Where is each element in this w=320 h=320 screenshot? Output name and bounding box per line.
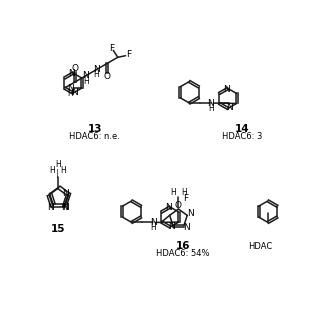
Text: N: N <box>71 88 78 97</box>
Text: O: O <box>72 64 79 73</box>
Text: |: | <box>56 169 59 179</box>
Text: N: N <box>61 203 68 212</box>
Text: 15: 15 <box>51 224 65 234</box>
Text: O: O <box>104 72 111 81</box>
Text: N: N <box>68 69 75 78</box>
Text: H: H <box>170 188 176 196</box>
Text: F: F <box>109 44 114 53</box>
Text: N: N <box>47 203 54 212</box>
Text: N: N <box>223 85 230 94</box>
Text: HDAC: HDAC <box>248 242 272 251</box>
Text: N: N <box>208 99 214 108</box>
Text: H: H <box>94 70 99 79</box>
Text: H: H <box>68 89 73 98</box>
Text: F: F <box>126 51 131 60</box>
Text: N: N <box>67 84 74 92</box>
Text: HDAC6: 3: HDAC6: 3 <box>222 132 263 141</box>
Text: H: H <box>83 76 89 86</box>
Text: 16: 16 <box>176 241 190 251</box>
Text: H: H <box>181 188 187 196</box>
Text: N: N <box>62 189 69 198</box>
Text: 14: 14 <box>235 124 250 134</box>
Text: N: N <box>62 203 68 212</box>
Text: N: N <box>165 203 172 212</box>
Text: N: N <box>150 218 156 227</box>
Text: O: O <box>174 201 181 210</box>
Text: N: N <box>168 222 175 231</box>
Text: H: H <box>208 104 214 113</box>
Text: N: N <box>187 209 194 218</box>
Text: H: H <box>60 166 66 175</box>
Text: H: H <box>55 160 60 169</box>
Text: 13: 13 <box>87 124 102 134</box>
Text: N: N <box>184 223 190 232</box>
Text: N: N <box>226 103 233 112</box>
Text: H: H <box>150 223 156 232</box>
Text: HDAC6: n.e.: HDAC6: n.e. <box>69 132 120 141</box>
Text: N: N <box>93 65 100 74</box>
Text: F: F <box>183 194 188 203</box>
Text: HDAC6: 54%: HDAC6: 54% <box>156 249 210 258</box>
Text: H: H <box>50 166 55 175</box>
Text: N: N <box>83 71 89 80</box>
